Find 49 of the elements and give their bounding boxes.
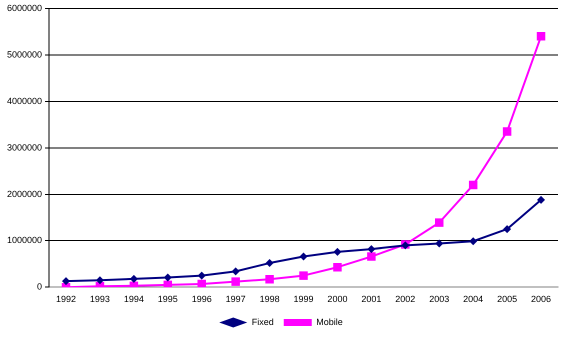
point	[232, 267, 240, 276]
x-tick-label: 1996	[192, 294, 212, 304]
y-tick-label: 0	[37, 282, 42, 292]
x-tick-label: 2002	[395, 294, 416, 304]
x-tick-label: 1992	[56, 294, 76, 304]
point	[333, 262, 342, 272]
point	[333, 248, 342, 256]
point	[300, 252, 308, 261]
y-tick-label: 6000000	[6, 2, 42, 13]
y-tick-label: 5000000	[6, 49, 42, 60]
x-tick-label: 1998	[260, 294, 280, 304]
point	[536, 32, 546, 41]
point	[96, 276, 104, 284]
y-tick-label: 2000000	[6, 188, 42, 199]
point	[197, 280, 206, 288]
legend-label: Fixed	[252, 316, 274, 327]
legend-label: Mobile	[316, 316, 343, 327]
point	[164, 273, 172, 282]
x-tick-label: 2004	[463, 294, 484, 304]
point	[231, 277, 240, 286]
x-tick-label: 2000	[327, 294, 348, 304]
y-tick-label: 4000000	[6, 96, 42, 106]
point	[367, 245, 376, 254]
point	[130, 274, 138, 283]
y-tick-label: 1000000	[6, 235, 42, 246]
x-tick-label: 1995	[158, 294, 178, 304]
x-tick-label: 1999	[294, 294, 314, 304]
point	[266, 259, 274, 268]
x-tick-label: 2005	[497, 294, 518, 304]
point	[468, 180, 478, 190]
x-tick-label: 2006	[531, 294, 552, 304]
point	[164, 280, 172, 288]
x-tick-label: 2001	[361, 294, 382, 304]
point	[469, 237, 478, 246]
point	[367, 252, 376, 261]
x-tick-label: 2003	[429, 294, 450, 304]
point	[198, 272, 206, 280]
point	[435, 240, 444, 248]
x-tick-label: 1997	[226, 294, 246, 304]
point	[435, 218, 444, 227]
point	[299, 271, 308, 280]
x-tick-label: 1994	[124, 294, 144, 304]
point	[62, 277, 70, 286]
x-tick-label: 1993	[90, 294, 110, 304]
point	[537, 196, 546, 204]
y-tick-label: 3000000	[6, 142, 42, 152]
point	[503, 225, 512, 234]
point	[265, 275, 274, 284]
point	[502, 127, 512, 136]
